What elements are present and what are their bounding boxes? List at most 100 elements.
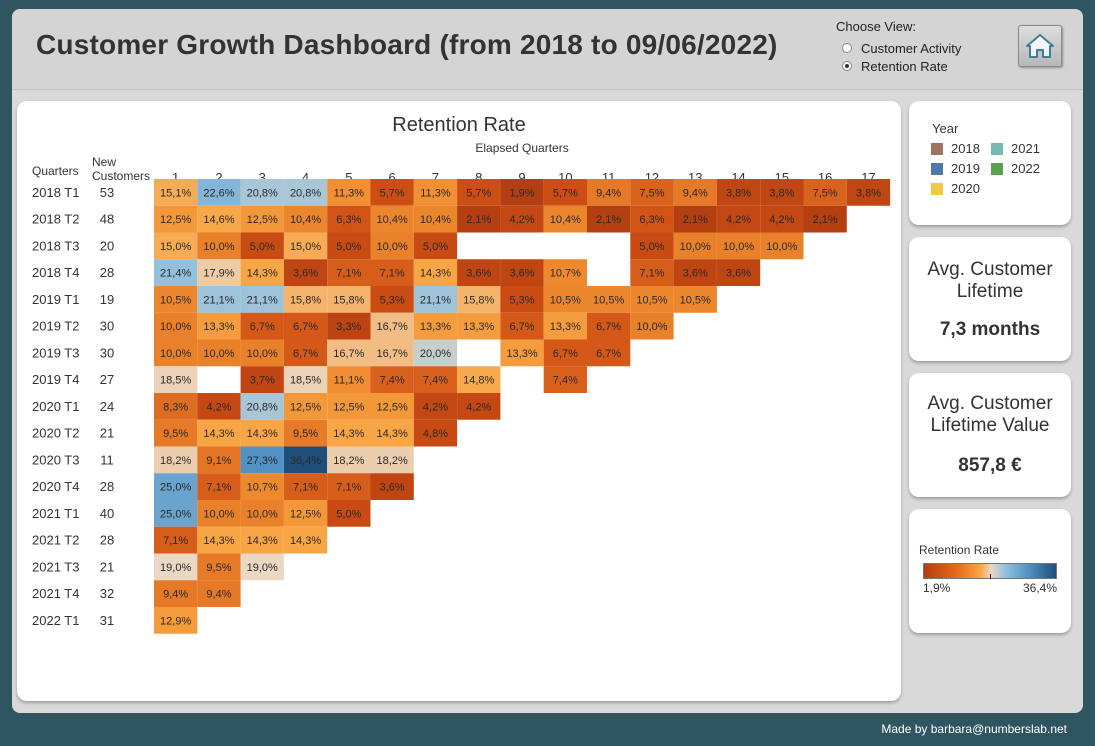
heatmap-cell-label: 10,4% [290,214,321,226]
heatmap-cell-label: 4,2% [726,214,751,226]
heatmap-cell [716,259,761,286]
heatmap-cell-label: 13,3% [420,321,451,333]
heatmap-cell-label: 7,5% [813,187,838,199]
heatmap-cell [543,366,587,393]
heatmap-cell-label: 1,9% [510,187,535,199]
legend-item-2018[interactable]: 2018 [931,141,980,156]
heatmap-cell-label: 13,3% [550,321,581,333]
new-customers-value: 21 [100,426,114,441]
heatmap-cell [327,312,371,340]
heatmap-cell-label: 4,2% [510,214,535,226]
radio-customer-activity[interactable]: Customer Activity [836,39,961,57]
heatmap-cell [327,366,371,393]
heatmap-cell-label: 15,1% [160,187,191,199]
heatmap-cell-label: 10,7% [247,482,278,494]
radio-button-icon[interactable] [842,43,852,53]
heatmap-cell [154,339,198,367]
heatmap-cell-label: 25,0% [160,508,191,520]
heatmap-cell-label: 6,7% [510,321,535,333]
heatmap-cell [154,607,198,634]
heatmap-cell [413,312,458,340]
heatmap-cell [197,312,241,340]
heatmap-cell-label: 11,1% [334,375,365,387]
heatmap-cell [803,205,847,233]
heatmap-cell-label: 3,3% [336,321,361,333]
heatmap-cell [587,339,631,367]
heatmap-cell-label: 18,5% [290,375,321,387]
heatmap-cell-label: 3,8% [769,187,794,199]
heatmap-cell-label: 5,7% [466,187,491,199]
new-customers-value: 21 [100,559,114,574]
heatmap-cell-label: 10,0% [247,508,278,520]
heatmap-cell [283,339,328,367]
heatmap-cell-label: 14,3% [247,428,278,440]
heatmap-cell [457,286,501,313]
heatmap-cell [154,580,198,607]
heatmap-cell [370,286,414,313]
heatmap-cell [673,232,717,260]
heatmap-cell-label: 12,5% [290,508,321,520]
heatmap-cell [716,179,761,206]
heatmap-cell [370,419,414,447]
heatmap-cell-label: 5,0% [336,508,361,520]
heatmap-cell [154,205,198,233]
heatmap-cell [154,312,198,340]
heatmap-cell-label: 2,1% [466,214,491,226]
dashboard-frame: Customer Growth Dashboard (from 2018 to … [12,9,1083,713]
view-chooser: Choose View: Customer Activity Retention… [836,19,961,75]
column-label: 8 [475,170,482,185]
heatmap-cell-label: 14,3% [377,428,408,440]
heatmap-cell [587,179,631,206]
heatmap-cell-label: 12,5% [290,401,321,413]
heatmap-cell [327,500,371,527]
legend-item-2021[interactable]: 2021 [991,141,1040,156]
heatmap-cell-label: 3,6% [380,482,405,494]
heatmap-cell [500,312,544,340]
heatmap-cell-label: 10,4% [550,214,581,226]
heatmap-cell [240,286,284,313]
heatmap-cell [154,232,198,260]
heatmap-cell [240,205,284,233]
heatmap-cell-label: 9,5% [206,562,231,574]
legend-item-2019[interactable]: 2019 [931,161,980,176]
heatmap-cell [240,339,284,367]
kpi-value-card: Avg. Customer Lifetime Value 857,8 € [909,373,1071,497]
heatmap-cell-label: 6,3% [639,214,664,226]
heatmap-cell [197,500,241,527]
heatmap-cell-label: 20,8% [247,401,278,413]
heatmap-cell [327,339,371,367]
row-label: 2018 T1 [32,185,79,200]
new-customers-value: 31 [100,613,114,628]
heatmap-cell [370,312,414,340]
heatmap-cell [240,500,284,527]
heatmap-cell-label: 20,8% [290,187,321,199]
heatmap-cell [283,366,328,393]
heatmap-cell [673,179,717,206]
legend-swatch-2021 [991,142,1003,155]
heatmap-cell [154,446,198,474]
home-button[interactable] [1018,25,1062,67]
heatmap-cell-label: 15,0% [290,241,321,253]
heatmap-cell-label: 21,1% [203,294,234,306]
heatmap-cell-label: 11,3% [420,187,451,199]
legend-swatch-2018 [931,142,943,155]
legend-item-2022[interactable]: 2022 [991,161,1040,176]
heatmap-cell-label: 10,5% [160,294,191,306]
new-customers-value: 11 [100,452,114,467]
new-customers-value: 20 [100,238,114,253]
color-legend-max: 36,4% [1022,581,1057,595]
heatmap-cell [760,232,804,260]
heatmap-cell-label: 10,0% [723,241,754,253]
heatmap-cell-label: 5,0% [250,241,275,253]
radio-button-selected-icon[interactable] [842,61,852,71]
heatmap-cell [630,286,674,313]
heatmap-cell [543,205,587,233]
heatmap-cell-label: 16,7% [377,321,408,333]
new-customers-value: 53 [100,185,114,200]
heatmap-cell-label: 4,2% [206,401,231,413]
heatmap-cell [543,312,587,340]
heatmap-cell [197,580,241,607]
legend-item-2020[interactable]: 2020 [931,181,980,196]
heatmap-cell-label: 14,6% [203,214,234,226]
radio-retention-rate[interactable]: Retention Rate [836,57,961,75]
